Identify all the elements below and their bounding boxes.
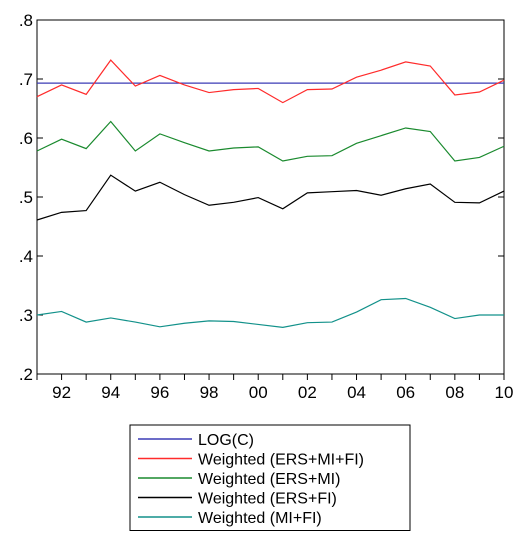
x-tick-label: 04 (347, 383, 366, 402)
y-tick-label: .3 (19, 306, 33, 325)
x-tick-label: 02 (298, 383, 317, 402)
series-line-4 (36, 174, 505, 221)
x-tick-label: 10 (495, 383, 514, 402)
x-tick-label: 96 (150, 383, 169, 402)
plot-area-frame (36, 19, 505, 375)
y-axis: .2 .3 .4 .5 .6 .7 .8 (19, 11, 504, 384)
legend-label: Weighted (MI+FI) (198, 510, 322, 527)
y-tick-label: .7 (19, 70, 33, 89)
y-tick-label: .5 (19, 188, 33, 207)
x-axis: 92 94 96 98 00 02 04 06 08 10 (36, 374, 514, 402)
x-tick-label: 00 (249, 383, 268, 402)
x-tick-label: 08 (445, 383, 464, 402)
y-tick-label: .8 (19, 11, 33, 30)
y-tick-label: .2 (19, 365, 33, 384)
series-line-3 (36, 120, 505, 162)
x-tick-label: 98 (200, 383, 219, 402)
y-tick-label: .6 (19, 129, 33, 148)
legend: LOG(C) Weighted (ERS+MI+FI) Weighted (ERS+… (129, 424, 411, 531)
legend-label: Weighted (ERS+MI) (198, 471, 340, 488)
y-tick-label: .4 (19, 247, 33, 266)
legend-label: Weighted (ERS+MI+FI) (198, 452, 364, 469)
legend-label: Weighted (ERS+FI) (198, 491, 337, 508)
x-tick-label: 92 (52, 383, 71, 402)
x-tick-label: 94 (101, 383, 120, 402)
x-tick-label: 06 (396, 383, 415, 402)
series-layer (36, 59, 505, 328)
series-line-5 (36, 297, 504, 328)
series-line-2 (36, 59, 505, 104)
legend-label: LOG(C) (198, 432, 254, 449)
